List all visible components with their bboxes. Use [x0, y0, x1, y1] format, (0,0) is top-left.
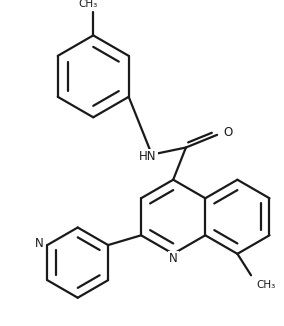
Text: N: N	[169, 252, 178, 265]
Text: CH₃: CH₃	[256, 280, 275, 290]
Text: N: N	[35, 237, 44, 250]
Text: HN: HN	[139, 150, 156, 163]
Text: O: O	[223, 126, 232, 140]
Text: CH₃: CH₃	[79, 0, 98, 9]
